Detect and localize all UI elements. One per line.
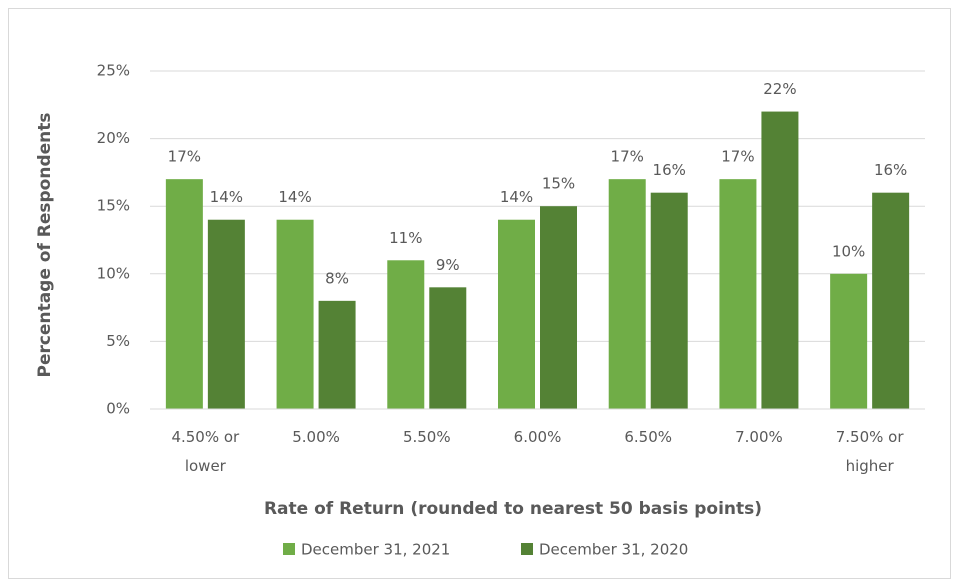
bar bbox=[498, 219, 535, 409]
bar bbox=[761, 111, 799, 409]
chart-border bbox=[8, 8, 951, 579]
bar bbox=[276, 219, 314, 409]
y-axis-title: Percentage of Respondents bbox=[35, 112, 55, 377]
x-tick-label: 6.00% bbox=[513, 428, 562, 446]
x-tick-label: 5.00% bbox=[292, 428, 340, 446]
bar bbox=[207, 219, 245, 409]
y-tick-label: 20% bbox=[97, 129, 130, 147]
x-tick-label: 4.50% or lower bbox=[171, 428, 240, 475]
legend-label: December 31, 2020 bbox=[539, 541, 688, 559]
x-tick-label-box: 7.00% bbox=[735, 428, 783, 446]
x-tick-label: 5.50% bbox=[402, 428, 451, 446]
y-tick-label: 25% bbox=[97, 62, 130, 80]
x-tick-label-box: 7.50% or higher bbox=[835, 428, 904, 475]
bar bbox=[429, 287, 467, 409]
x-tick-label: 7.50% or higher bbox=[835, 428, 904, 475]
bar bbox=[650, 192, 688, 409]
x-tick-label-box: 5.50% bbox=[402, 428, 451, 446]
bar bbox=[872, 192, 910, 409]
legend-swatch bbox=[283, 543, 295, 555]
bar bbox=[387, 260, 425, 409]
legend-swatch bbox=[521, 543, 533, 555]
y-tick-label: 10% bbox=[97, 264, 130, 282]
x-tick-label-box: 5.00% bbox=[292, 428, 340, 446]
bar bbox=[608, 179, 646, 409]
value-label: 22% bbox=[763, 80, 796, 98]
value-label: 9% bbox=[436, 256, 460, 274]
x-tick-label: 7.00% bbox=[735, 428, 783, 446]
y-tick-label: 5% bbox=[106, 332, 130, 350]
value-label: 14% bbox=[278, 188, 311, 206]
value-label: 17% bbox=[168, 148, 201, 166]
value-label: 16% bbox=[874, 161, 907, 179]
value-label: 14% bbox=[210, 188, 243, 206]
bar bbox=[165, 179, 203, 409]
bar bbox=[540, 206, 577, 409]
x-tick-label-box: 4.50% or lower bbox=[171, 428, 240, 475]
bar bbox=[719, 179, 757, 409]
value-label: 16% bbox=[653, 161, 686, 179]
value-label: 8% bbox=[325, 269, 349, 287]
value-label: 17% bbox=[721, 148, 754, 166]
x-tick-label-box: 6.00% bbox=[513, 428, 562, 446]
bar bbox=[318, 300, 356, 409]
value-label: 15% bbox=[542, 175, 575, 193]
x-tick-label-box: 6.50% bbox=[624, 428, 673, 446]
legend-label: December 31, 2021 bbox=[301, 541, 450, 559]
value-label: 17% bbox=[611, 148, 644, 166]
y-tick-label: 15% bbox=[97, 197, 130, 215]
value-label: 11% bbox=[389, 229, 422, 247]
value-label: 10% bbox=[832, 242, 865, 260]
y-tick-label: 0% bbox=[106, 400, 130, 418]
x-axis-title: Rate of Return (rounded to nearest 50 ba… bbox=[264, 499, 762, 519]
value-label: 14% bbox=[500, 188, 533, 206]
bar bbox=[830, 273, 868, 409]
x-tick-label: 6.50% bbox=[624, 428, 673, 446]
